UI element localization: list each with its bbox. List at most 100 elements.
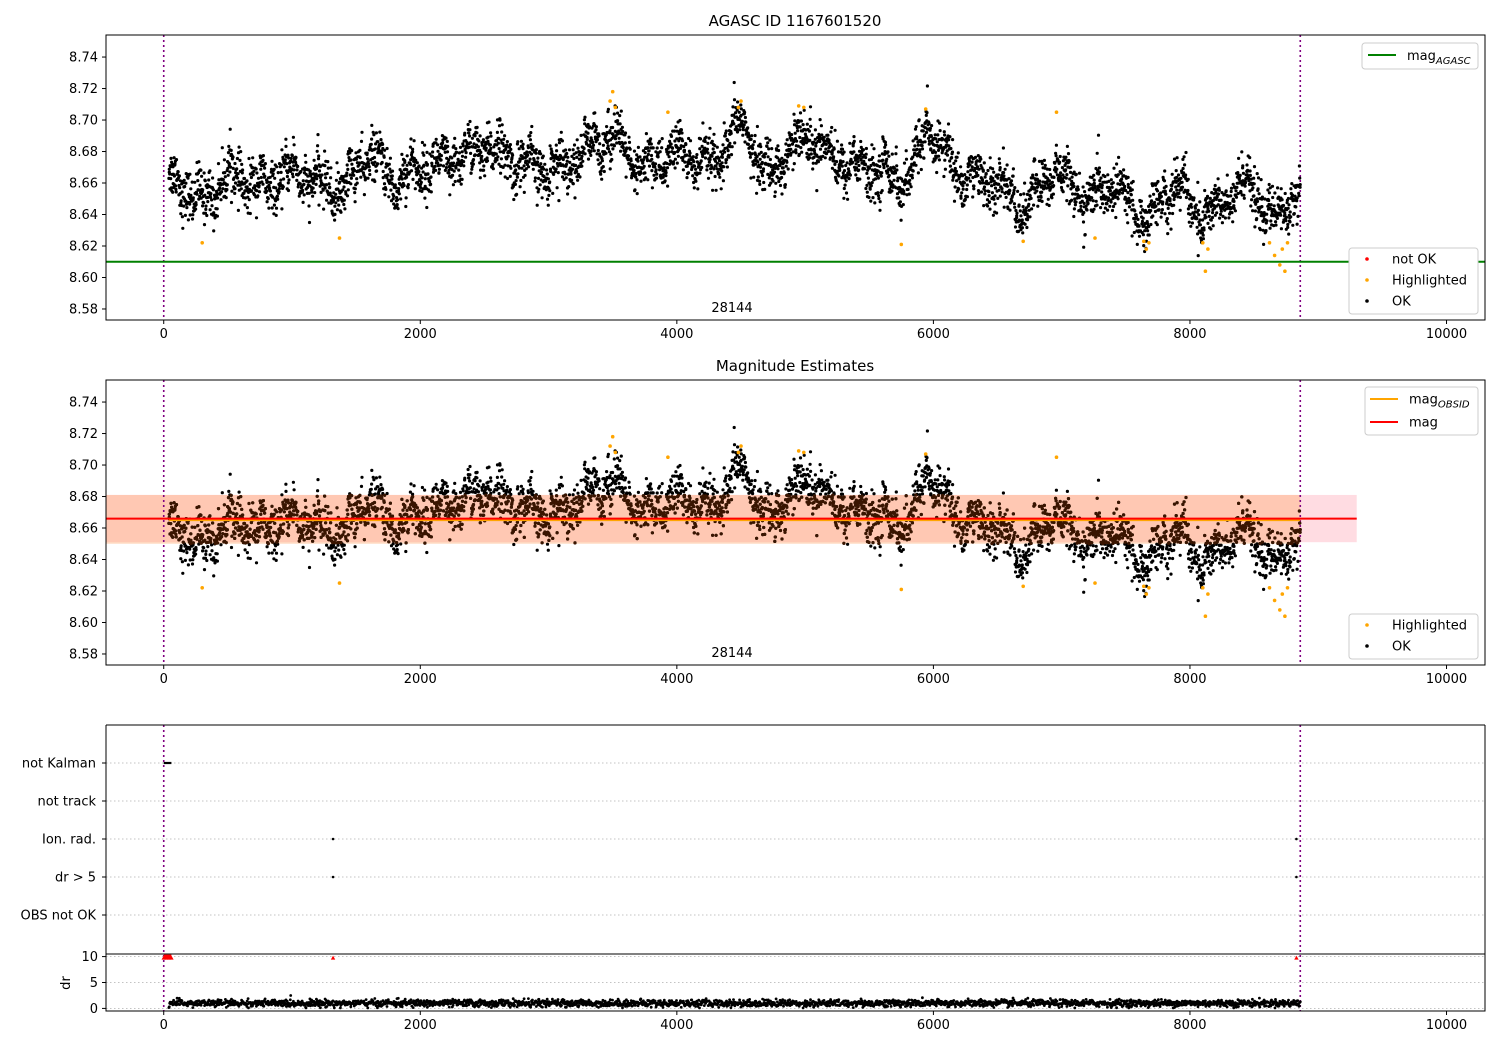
agasc-ok-series-point [552,172,556,176]
agasc-ok-series-point [736,100,740,104]
agasc-ok-series-point [751,143,755,147]
agasc-ok-series-point [1220,221,1224,225]
agasc-ok-series-point [1178,208,1182,212]
agasc-ok-series-point [316,144,320,148]
agasc-ok-series-point [235,167,239,171]
agasc-ok-series-point [515,192,519,196]
agasc-ok-series-point [495,158,499,162]
agasc-ok-series-point [844,191,849,195]
agasc-ok-series-point [428,180,432,184]
agasc-ok-series-point [1131,198,1135,202]
agasc-ok-series-point [1234,195,1239,199]
agasc-ok-series-point [667,155,671,159]
agasc-ok-series-point [1198,223,1202,227]
agasc-ok-series-point [548,180,552,184]
agasc-ok-series-point [726,138,730,143]
agasc-ok-series-point [977,191,981,196]
agasc-ok-series-point [936,148,941,152]
agasc-ok-series-point [642,164,646,168]
agasc-ok-series-point [949,146,953,151]
agasc-ok-series-point [983,189,987,193]
agasc-ok-series-point [1241,171,1245,175]
agasc-ok-series-point [323,164,327,168]
agasc-ok-series-point [678,118,682,123]
agasc-ok-series-point [229,200,234,205]
agasc-ok-series-point [933,150,938,154]
agasc-ok-series-point [267,206,271,210]
agasc-ok-series-point [215,214,219,218]
agasc-ok-series-point [517,147,521,151]
agasc-ok-series-point [312,158,316,162]
agasc-ok-series-point [441,141,445,145]
agasc-ok-series-point [232,176,236,180]
agasc-highlighted-series-point [1054,110,1059,114]
agasc-ok-series-point [927,142,931,146]
agasc-ok-series-point [482,168,486,172]
agasc-ok-series-point [545,197,550,201]
agasc-ok-series-point [785,138,789,142]
agasc-ok-series-point [174,190,178,194]
agasc-ok-series-point [1029,196,1033,200]
agasc-ok-series-point [271,195,275,199]
agasc-ok-series-point [542,174,546,179]
agasc-ok-series-point [923,140,927,144]
agasc-ok-series-point [764,152,768,156]
agasc-ok-series-point [282,165,286,169]
agasc-ok-series-point [778,183,783,188]
agasc-ok-series-point [533,176,538,180]
agasc-ok-series-point [810,133,814,137]
agasc-ok-series-point [842,150,846,154]
agasc-ok-series-point [557,141,562,145]
agasc-highlighted-series-point [1021,239,1025,244]
agasc-ok-series-point [890,152,894,156]
agasc-ok-series-point [1154,204,1158,208]
agasc-ok-series-point [629,159,633,163]
agasc-ok-series-point [760,174,765,178]
agasc-ok-series-point [247,156,251,161]
agasc-ok-series-point [877,154,882,158]
agasc-ok-series-point [1252,194,1256,198]
agasc-ok-series-point [1155,189,1160,193]
agasc-ok-series-point [1215,211,1219,215]
agasc-ok-series-point [746,126,750,130]
agasc-ok-series-point [1184,195,1188,200]
agasc-ok-series-point [256,194,260,198]
agasc-ok-series-point [172,156,176,160]
agasc-ok-series-point [867,195,871,199]
agasc-ok-series-point [499,157,503,161]
agasc-ok-series-point [833,162,837,166]
agasc-ok-series-point [323,149,327,153]
agasc-ok-series-point [413,187,417,191]
agasc-ok-series-point [311,194,315,198]
agasc-ok-series-point [591,143,596,147]
agasc-ok-series-point [1130,188,1134,192]
agasc-ok-series-point [929,147,933,151]
agasc-ok-series-point [339,210,343,214]
agasc-ok-series-point [719,187,723,191]
agasc-ok-series-point [1294,205,1298,209]
agasc-ok-series-point [182,178,186,182]
agasc-ok-series-point [289,156,293,160]
agasc-ok-series-point [1146,229,1150,233]
agasc-ok-series-point [364,166,368,170]
agasc-ok-series-point [222,158,226,162]
agasc-ok-series-point [649,142,653,146]
agasc-ok-series-point [945,153,950,157]
agasc-ok-series-point [396,189,401,193]
agasc-ok-series-point [611,147,615,151]
agasc-ok-series-point [890,189,894,193]
agasc-ok-series-point [488,143,492,147]
agasc-ok-series-point [286,171,290,175]
agasc-ok-series-point [1149,222,1153,227]
agasc-ok-series-point [1023,181,1027,185]
agasc-ok-series-point [714,164,718,168]
agasc-ok-series-point [391,182,395,186]
agasc-ok-series-point [756,175,760,179]
agasc-ok-series-point [1025,225,1029,230]
agasc-ok-series-point [507,145,512,149]
agasc-ok-series-point [950,150,955,154]
agasc-ok-series-point [1230,211,1234,215]
estimates-ok-series-point [179,544,183,548]
agasc-ok-series-point [1021,205,1025,209]
agasc-ok-series-point [529,142,533,146]
